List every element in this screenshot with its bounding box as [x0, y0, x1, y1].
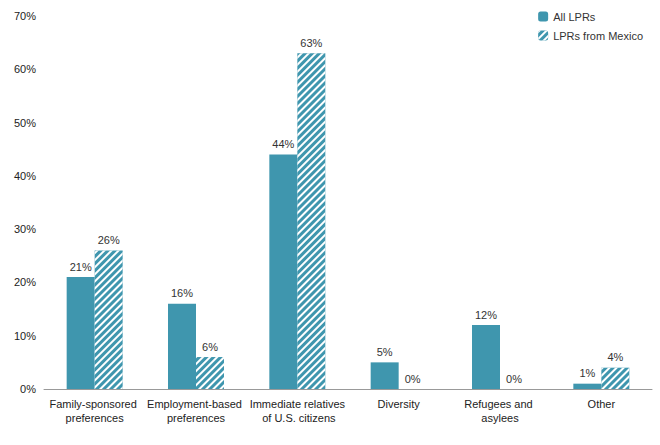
svg-text:16%: 16% [171, 287, 193, 299]
svg-text:40%: 40% [14, 170, 36, 182]
svg-text:44%: 44% [272, 138, 294, 150]
svg-text:asylees: asylees [481, 412, 519, 424]
svg-text:10%: 10% [14, 330, 36, 342]
svg-text:Employment-based: Employment-based [147, 398, 245, 410]
svg-text:Immediate relatives: Immediate relatives [250, 398, 346, 410]
svg-text:Diversity: Diversity [378, 398, 421, 410]
svg-text:0%: 0% [506, 373, 522, 385]
svg-text:21%: 21% [70, 261, 92, 273]
svg-text:6%: 6% [202, 341, 218, 353]
svg-text:30%: 30% [14, 223, 36, 235]
svg-text:of U.S. citizens: of U.S. citizens [259, 412, 336, 424]
svg-text:63%: 63% [300, 37, 322, 49]
svg-text:preferences: preferences [66, 412, 125, 424]
svg-text:Refugees and: Refugees and [464, 398, 536, 410]
svg-text:Family-sponsored: Family-sponsored [49, 398, 139, 410]
svg-text:0%: 0% [405, 373, 421, 385]
svg-text:1%: 1% [579, 367, 595, 379]
svg-text:4%: 4% [607, 351, 623, 363]
svg-text:preferences: preferences [167, 412, 226, 424]
svg-text:50%: 50% [14, 117, 36, 129]
svg-text:LPRs from Mexico: LPRs from Mexico [553, 30, 643, 42]
svg-text:70%: 70% [14, 10, 36, 22]
svg-text:Other: Other [588, 398, 616, 410]
svg-text:5%: 5% [377, 346, 393, 358]
svg-text:20%: 20% [14, 276, 36, 288]
svg-text:0%: 0% [20, 383, 36, 395]
svg-text:All LPRs: All LPRs [553, 11, 596, 23]
svg-text:60%: 60% [14, 63, 36, 75]
svg-text:12%: 12% [475, 309, 497, 321]
svg-text:26%: 26% [98, 234, 120, 246]
